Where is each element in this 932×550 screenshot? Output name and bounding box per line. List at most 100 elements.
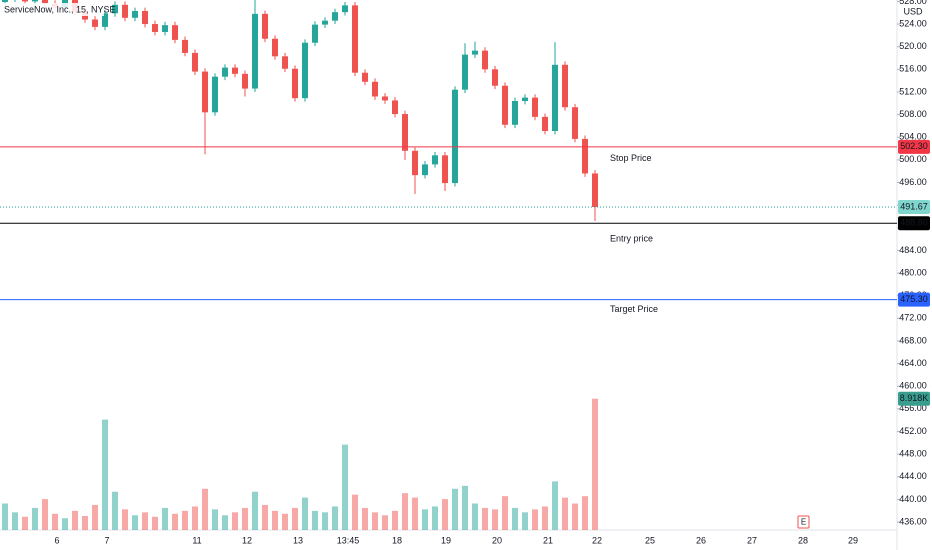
volume-bar	[22, 516, 28, 530]
candle-body	[542, 116, 548, 132]
candle-body	[332, 12, 338, 21]
volume-bar	[32, 507, 38, 530]
candle-body	[272, 38, 278, 57]
candle-body	[422, 164, 428, 176]
candle-body	[112, 4, 118, 14]
x-tick-label: 20	[492, 535, 502, 545]
y-tick-label: 464.00	[899, 358, 927, 368]
y-tick-label: 484.00	[899, 245, 927, 255]
x-tick-label: 19	[441, 535, 451, 545]
y-tick-label: 520.00	[899, 41, 927, 51]
volume-bar	[502, 496, 508, 530]
candle-body	[562, 64, 568, 108]
y-tick-label: 508.00	[899, 109, 927, 119]
y-tick-label: 456.00	[899, 403, 927, 413]
candle-body	[512, 101, 518, 125]
y-tick-label: 472.00	[899, 313, 927, 323]
volume-bar	[122, 509, 128, 530]
candle-body	[302, 42, 308, 99]
candle-body	[522, 97, 528, 102]
volume-bar	[112, 491, 118, 530]
candle-body	[392, 100, 398, 115]
y-tick-label: 496.00	[899, 177, 927, 187]
x-tick-label: 18	[392, 535, 402, 545]
volume-bar	[212, 509, 218, 530]
volume-bar	[422, 509, 428, 530]
level-badge	[898, 216, 930, 231]
x-tick-label: 29	[848, 535, 858, 545]
volume-bar	[142, 512, 148, 530]
level-badge	[898, 139, 930, 154]
y-tick-label: 468.00	[899, 335, 927, 345]
candle-body	[532, 97, 538, 117]
volume-badge	[898, 391, 930, 406]
x-tick-label: 13:45	[337, 535, 360, 545]
volume-bar	[182, 510, 188, 530]
candle-body	[92, 19, 98, 27]
volume-bar	[542, 506, 548, 530]
candle-body	[202, 71, 208, 113]
y-tick-label: 452.00	[899, 426, 927, 436]
candle-body	[122, 4, 128, 18]
x-tick-label: 27	[747, 535, 757, 545]
candle-body	[412, 150, 418, 176]
volume-bar	[102, 419, 108, 530]
candle-body	[252, 13, 258, 89]
candle-body	[322, 20, 328, 25]
x-tick-label: 6	[54, 535, 59, 545]
level-name: Stop Price	[610, 153, 652, 163]
volume-bar	[332, 506, 338, 530]
y-tick-label: 448.00	[899, 448, 927, 458]
y-tick-label: 528.00	[899, 0, 927, 6]
y-tick-label: 500.00	[899, 154, 927, 164]
volume-bar	[352, 494, 358, 530]
candle-body	[552, 64, 558, 132]
volume-bar	[442, 499, 448, 530]
level-badge-label: 475.30	[900, 294, 928, 304]
x-tick-label: 7	[104, 535, 109, 545]
candle-body	[492, 69, 498, 86]
volume-bar	[572, 503, 578, 530]
volume-bar	[432, 506, 438, 530]
volume-bar	[362, 507, 368, 530]
y-tick-label: 504.00	[899, 132, 927, 142]
volume-bar	[2, 503, 8, 530]
candle-body	[182, 39, 188, 53]
candle-body	[482, 50, 488, 70]
level-name: Target Price	[610, 304, 658, 314]
candle-body	[162, 25, 168, 32]
candle-body	[32, 0, 38, 2]
y-tick-label: 524.00	[899, 18, 927, 28]
candle-body	[472, 50, 478, 55]
volume-bar	[62, 518, 68, 530]
volume-badge-label: 8.918K	[900, 393, 929, 403]
candle-body	[192, 52, 198, 72]
volume-bar	[242, 507, 248, 530]
volume-bar	[322, 512, 328, 530]
candle-body	[2, 0, 8, 2]
volume-bar	[372, 512, 378, 530]
level-badge	[898, 292, 930, 307]
x-tick-label: 26	[696, 535, 706, 545]
x-tick-label: 11	[192, 535, 201, 545]
candle-body	[352, 5, 358, 73]
candle-body	[452, 89, 458, 184]
volume-bar	[262, 504, 268, 530]
volume-bar	[222, 515, 228, 530]
y-tick-label: 480.00	[899, 267, 927, 277]
volume-bar	[552, 481, 558, 530]
volume-bar	[52, 513, 58, 530]
candle-body	[292, 68, 298, 99]
candle-body	[572, 107, 578, 139]
volume-bar	[132, 515, 138, 530]
candle-body	[232, 67, 238, 74]
x-tick-label: 28	[798, 535, 808, 545]
volume-bar	[72, 510, 78, 530]
event-label: E	[801, 518, 806, 527]
candle-body	[362, 72, 368, 82]
candle-body	[222, 67, 228, 77]
volume-bar	[392, 510, 398, 530]
